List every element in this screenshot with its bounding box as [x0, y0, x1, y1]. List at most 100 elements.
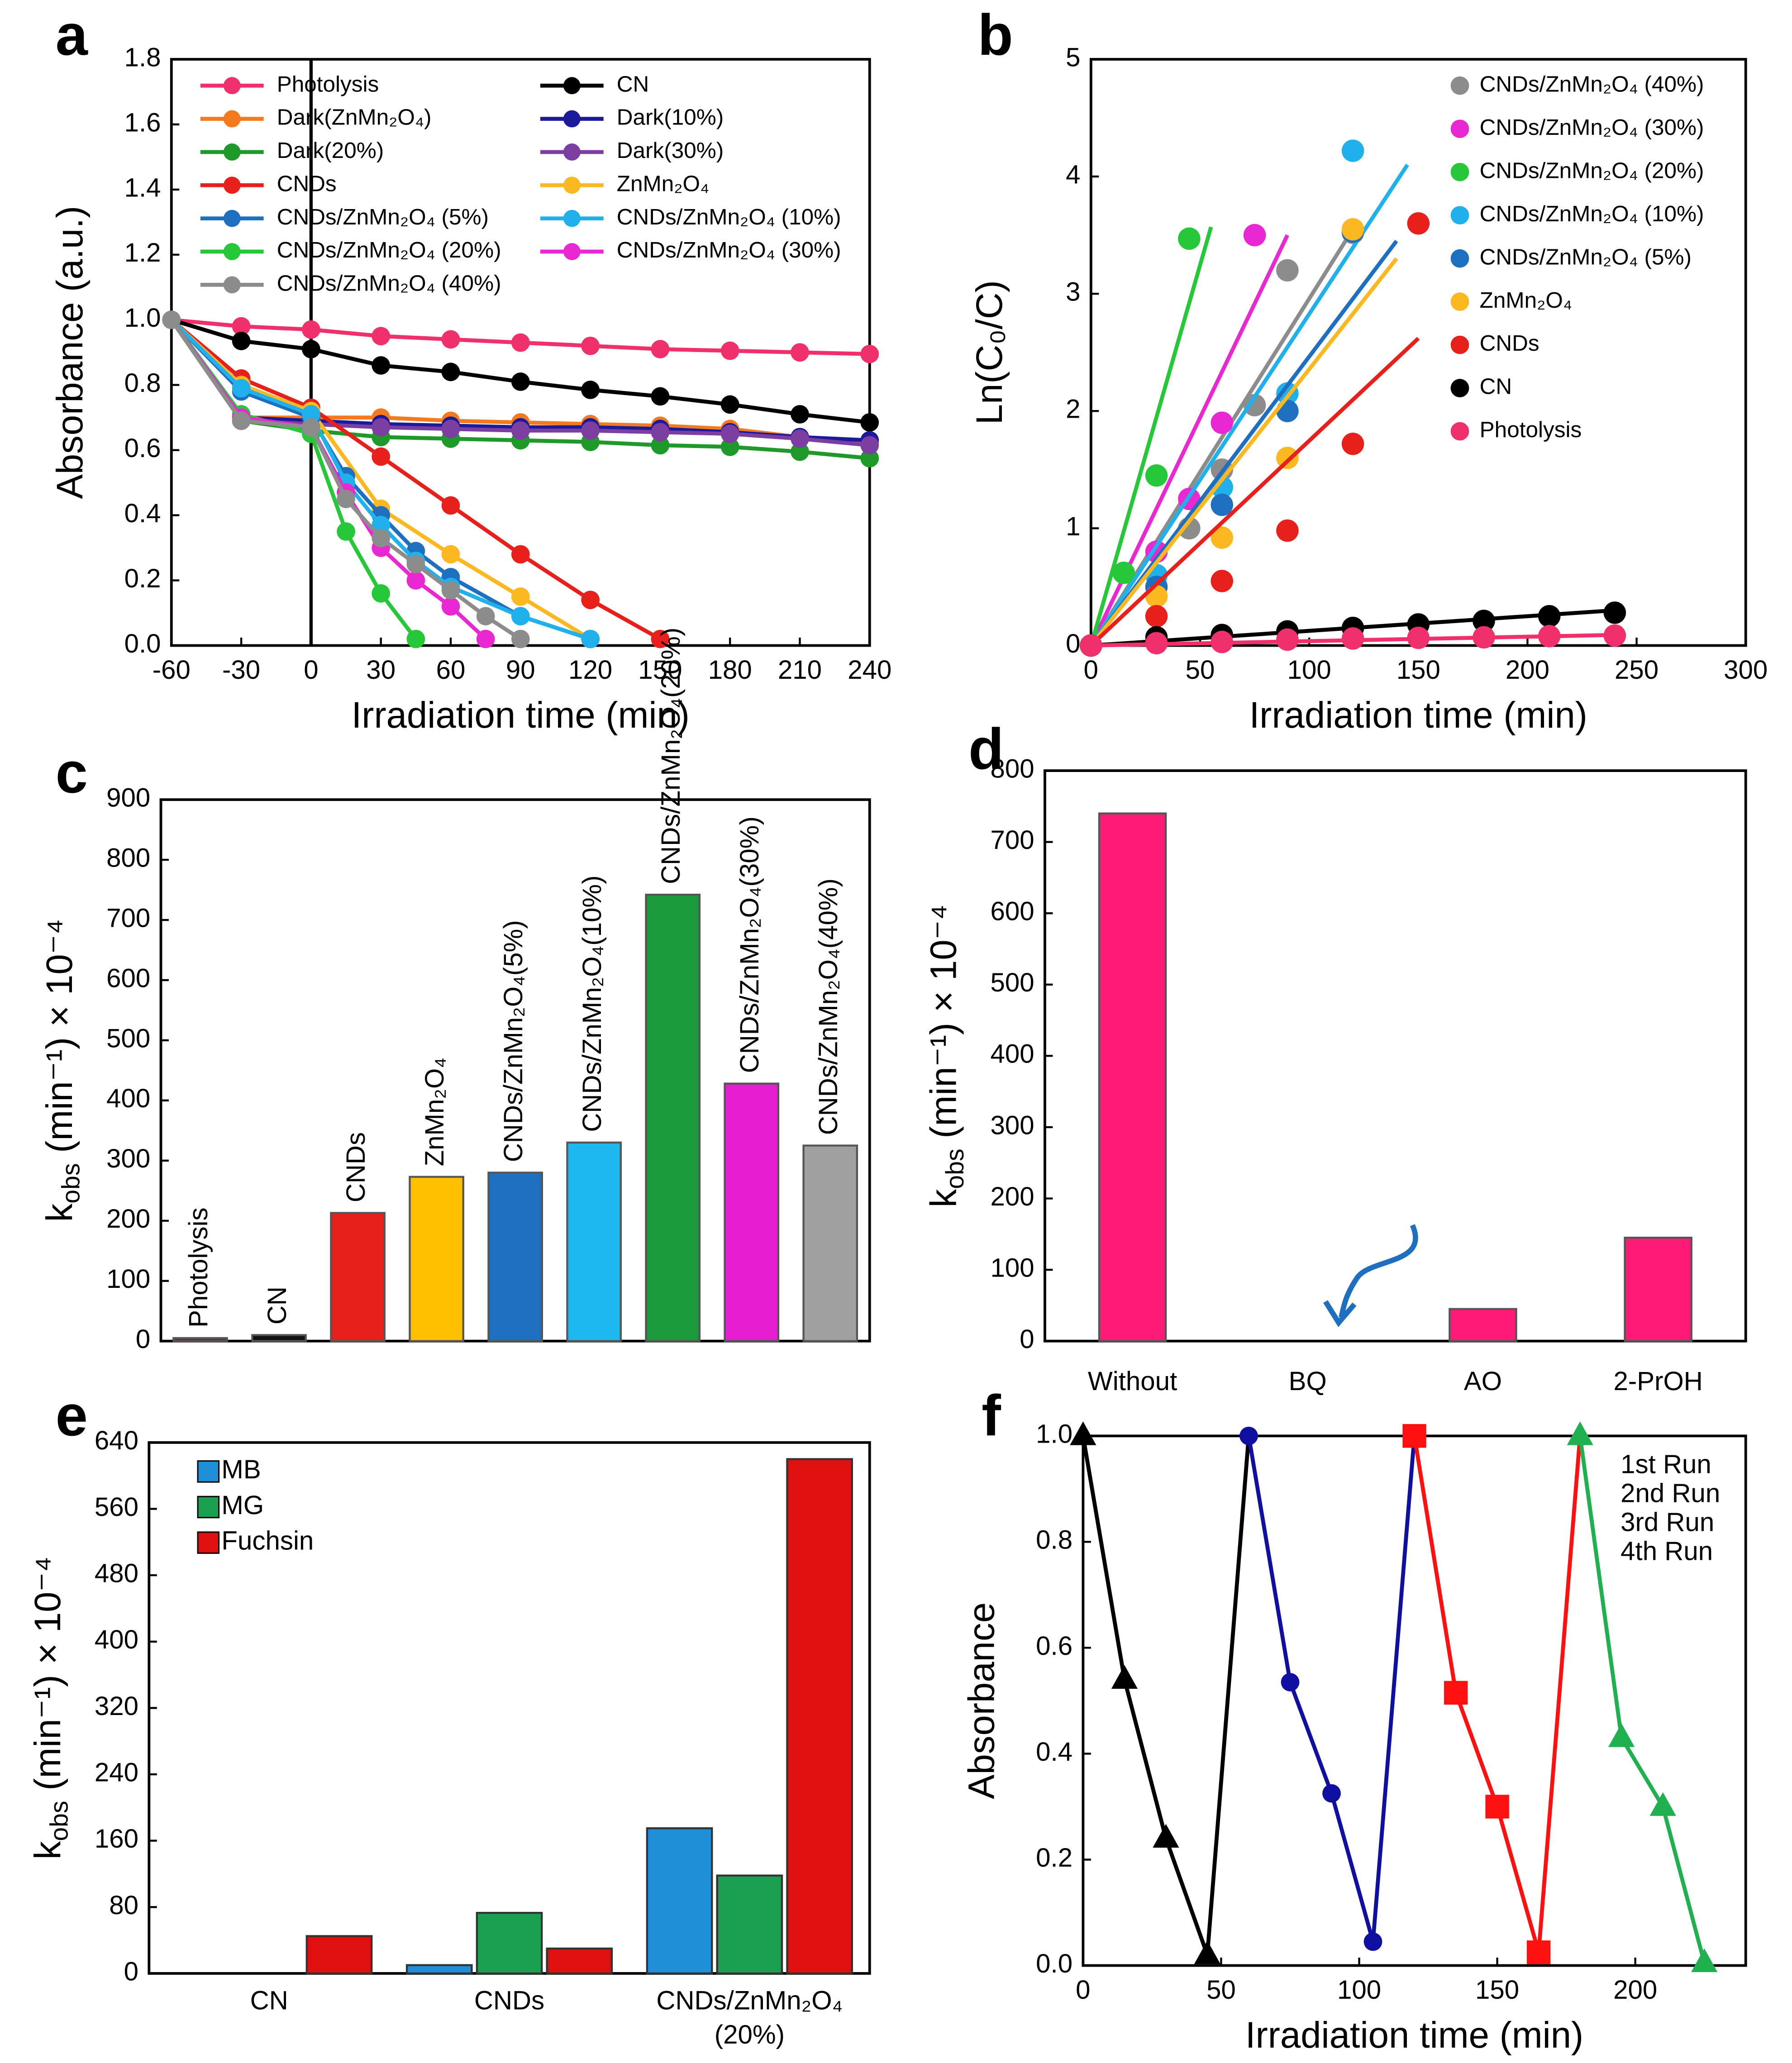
y-label-rest: (min⁻¹) × 10⁻⁴ [923, 904, 964, 1148]
arrow [1339, 1224, 1418, 1318]
x-tick-label: 100 [1287, 655, 1331, 685]
bar [1449, 1308, 1517, 1342]
y-tick-label: 700 [991, 825, 1034, 855]
marker [372, 515, 391, 534]
marker [1603, 624, 1626, 647]
fit-line [1089, 337, 1420, 647]
bar [476, 1912, 543, 1975]
series-line [1081, 1435, 1210, 1956]
x-tick-label: 100 [1337, 1975, 1381, 2005]
x-tick-label: 90 [506, 655, 535, 685]
y-label-rest: (min⁻¹) × 10⁻⁴ [39, 919, 80, 1163]
bar [1624, 1236, 1692, 1342]
x-tick-label: 150 [1396, 655, 1440, 685]
marker [860, 449, 879, 468]
legend-marker [223, 110, 241, 128]
marker [1178, 227, 1201, 250]
marker [1243, 394, 1266, 417]
y-axis-label: Absorbance (a.u.) [49, 206, 91, 499]
bar [330, 1212, 386, 1342]
x-axis-label: Irradiation time (min) [1245, 2015, 1583, 2056]
marker [1111, 1665, 1138, 1689]
y-tick-label: 0.6 [1036, 1631, 1072, 1661]
y-tick-label: 480 [95, 1558, 138, 1588]
y-tick-label: 0.0 [124, 629, 161, 658]
marker [581, 629, 600, 648]
legend-marker [1450, 76, 1469, 95]
y-tick-label: 0 [1020, 1325, 1034, 1354]
marker [1538, 625, 1561, 648]
legend-marker [223, 210, 241, 227]
y-tick-label: 200 [991, 1182, 1034, 1211]
y-tick-label: 0.4 [1036, 1737, 1072, 1767]
x-tick-label: 120 [568, 655, 612, 685]
y-tick-label: 5 [1066, 43, 1080, 72]
x-tick-label: 2-PrOH [1613, 1367, 1702, 1396]
bar-label: ZnMn₂O₄ [420, 1058, 449, 1166]
marker [372, 418, 391, 437]
y-tick-label: 500 [106, 1024, 150, 1053]
y-tick-label: 0.2 [1036, 1843, 1072, 1872]
y-tick-label: 80 [109, 1891, 138, 1920]
bar [566, 1141, 622, 1342]
legend-label: CNDs/ZnMn₂O₄ (30%) [617, 238, 841, 262]
x-tick-label: -60 [153, 655, 191, 685]
x-tick-label: 60 [436, 655, 466, 685]
marker [1211, 570, 1233, 592]
marker [372, 529, 391, 548]
marker [720, 341, 739, 360]
bar [786, 1458, 853, 1975]
marker [1603, 601, 1626, 624]
marker [162, 310, 181, 329]
y-tick-label: 600 [106, 963, 150, 993]
x-tick-label: Without [1088, 1367, 1177, 1396]
y-tick-label: 0 [136, 1325, 150, 1354]
x-tick-label: CN [250, 1986, 288, 2015]
y-tick-label: 400 [991, 1039, 1034, 1069]
marker [232, 411, 251, 430]
bar-label: CN [262, 1286, 292, 1325]
y-tick-label: 240 [95, 1758, 138, 1787]
marker [860, 344, 879, 363]
bar [716, 1874, 783, 1975]
marker [372, 447, 391, 466]
x-tick-label: 0 [1076, 1975, 1090, 2005]
marker [511, 372, 530, 391]
marker [720, 438, 739, 456]
legend-label: CNDs/ZnMn₂O₄ (20%) [1480, 158, 1704, 183]
y-tick-label: 1.8 [124, 43, 161, 72]
y-label-rest: (min⁻¹) × 10⁻⁴ [27, 1556, 68, 1801]
marker [1402, 1424, 1426, 1448]
marker [441, 330, 460, 349]
y-tick-label: 0.2 [124, 564, 161, 593]
legend-label: CNDs [277, 171, 337, 196]
legend-label: CNDs/ZnMn₂O₄ (5%) [1480, 244, 1692, 269]
bar [802, 1144, 858, 1342]
y-tick-label: 640 [95, 1426, 138, 1455]
marker [1473, 610, 1495, 632]
legend-label: CNDs/ZnMn₂O₄ (40%) [277, 271, 501, 295]
marker [1211, 411, 1233, 434]
panel-letter: b [977, 3, 1013, 67]
fit-line [1089, 163, 1409, 647]
legend-label: CN [1480, 374, 1512, 399]
series-line [1247, 1435, 1375, 1943]
marker [1145, 464, 1168, 487]
marker [1211, 630, 1233, 653]
marker [1194, 1940, 1221, 1964]
series-line [170, 318, 662, 641]
arrow-head [1323, 1300, 1357, 1327]
y-label-sub: obs [45, 1801, 73, 1841]
marker [1145, 585, 1168, 608]
y-label-symbol: k [27, 1841, 68, 1859]
bar [645, 893, 701, 1342]
legend-marker [1450, 249, 1469, 268]
x-tick-label: 0 [1084, 655, 1098, 685]
y-axis-label: kobs (min⁻¹) × 10⁻⁴ [39, 919, 85, 1222]
marker [441, 419, 460, 438]
y-axis-label: Ln(C₀/C) [969, 280, 1010, 424]
legend-marker [223, 143, 241, 161]
marker [441, 545, 460, 564]
y-tick-label: 0.8 [124, 368, 161, 398]
